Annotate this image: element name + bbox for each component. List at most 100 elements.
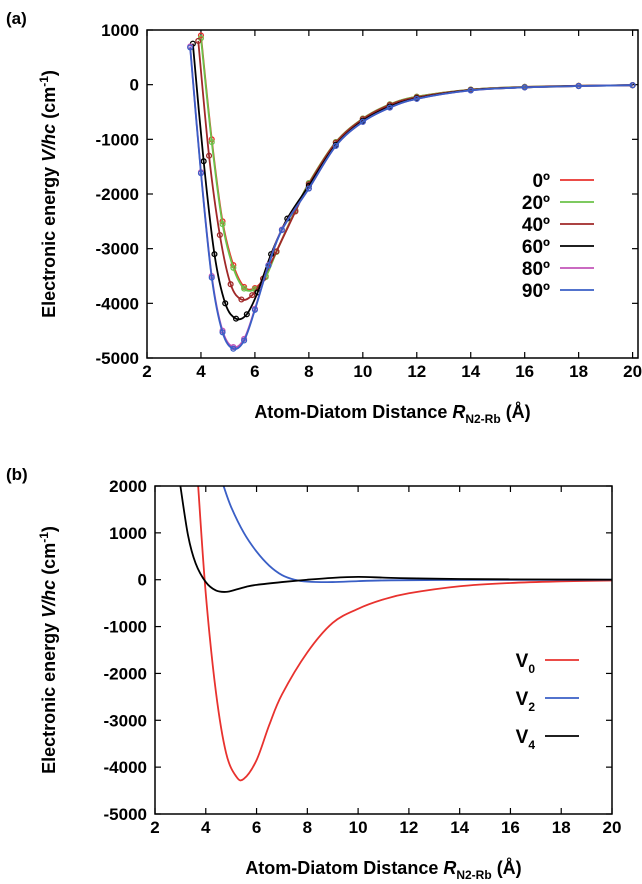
data-point	[197, 170, 205, 177]
x-tick-label: 6	[252, 818, 261, 837]
data-point	[232, 315, 240, 322]
y-tick-label: -5000	[96, 349, 139, 368]
y-axis-label: Electronic energy V/hc (cm-1)	[37, 526, 59, 774]
series-line-0	[200, 35, 633, 291]
plot-frame	[146, 29, 639, 359]
series-line-0	[197, 486, 612, 782]
y-tick-label: -3000	[104, 711, 147, 730]
data-point	[629, 82, 636, 89]
data-point	[216, 231, 223, 239]
plot-frame	[154, 485, 613, 815]
data-point	[195, 37, 202, 44]
data-point	[521, 84, 528, 91]
panel-label: (a)	[6, 9, 27, 28]
chart-panel-a: (a) 2 4 6 8 10 12 14 16 18 20 1000 0 -1000 -2000 -3000 -…	[6, 9, 642, 426]
data-point	[249, 292, 256, 299]
series-line-1	[200, 38, 633, 292]
y-tick-label: 2000	[109, 477, 147, 496]
data-point	[211, 251, 218, 258]
x-tick-label: 16	[501, 818, 520, 837]
data-point	[200, 158, 207, 165]
x-tick-label: 14	[450, 818, 469, 837]
panel-label: (b)	[6, 465, 28, 484]
x-tick-label: 6	[250, 362, 259, 381]
x-tick-label: 20	[603, 818, 622, 837]
y-tick-label: -2000	[104, 664, 147, 683]
x-tick-label: 14	[461, 362, 480, 381]
y-tick-label: -1000	[104, 618, 147, 637]
data-point	[305, 185, 312, 192]
data-point	[227, 281, 234, 288]
legend-label: V0	[516, 651, 536, 676]
legend-label: V2	[516, 689, 536, 714]
series-line-2	[197, 40, 633, 301]
x-tick-label: 10	[353, 362, 372, 381]
series-line-1	[222, 486, 612, 583]
data-point	[467, 87, 474, 94]
legend-label: 40º	[522, 215, 550, 236]
data-point	[197, 32, 205, 39]
data-point	[205, 152, 213, 159]
x-tick-label: 8	[304, 362, 313, 381]
y-tick-label: -1000	[96, 130, 139, 149]
data-point	[208, 274, 215, 281]
series-line-5	[189, 47, 633, 350]
y-tick-label: -2000	[96, 185, 139, 204]
data-point	[278, 227, 285, 234]
data-point	[575, 82, 582, 90]
data-point	[251, 306, 258, 313]
x-tick-label: 4	[201, 818, 211, 837]
y-tick-label: 0	[130, 76, 139, 95]
y-tick-label: 1000	[101, 21, 139, 40]
x-tick-label: 12	[399, 818, 418, 837]
y-tick-label: -4000	[104, 758, 147, 777]
x-tick-label: 4	[196, 362, 206, 381]
data-point	[230, 264, 237, 271]
x-tick-label: 16	[515, 362, 534, 381]
x-tick-label: 20	[623, 362, 642, 381]
data-point	[413, 95, 420, 102]
legend-label: 20º	[522, 193, 550, 214]
y-axis-label: Electronic energy V/hc (cm-1)	[37, 70, 59, 318]
legend-label: 0º	[532, 171, 550, 192]
y-tick-label: 1000	[109, 524, 147, 543]
series-line-3	[191, 43, 633, 321]
data-point	[243, 311, 250, 318]
x-tick-label: 18	[552, 818, 571, 837]
data-point	[238, 296, 245, 303]
data-point	[219, 329, 226, 336]
data-point	[230, 345, 237, 352]
data-point	[265, 262, 272, 269]
legend-label: V4	[516, 727, 536, 752]
y-tick-label: -4000	[96, 294, 139, 313]
legend-label: 90º	[522, 281, 550, 302]
legend-label: 80º	[522, 259, 550, 280]
x-tick-label: 8	[303, 818, 312, 837]
data-point	[241, 337, 248, 344]
legend-label: 60º	[522, 237, 550, 258]
data-point	[332, 142, 339, 149]
series-line-2	[179, 486, 612, 593]
data-point	[273, 248, 280, 255]
x-axis-label: Atom-Diatom Distance RN2-Rb (Å)	[245, 858, 521, 882]
data-point	[208, 139, 215, 146]
data-point	[386, 104, 393, 111]
data-point	[219, 221, 226, 228]
data-point	[187, 44, 194, 51]
legend: V0 V2 V4	[516, 651, 579, 752]
x-tick-label: 12	[407, 362, 426, 381]
data-point	[359, 118, 366, 125]
x-axis-label: Atom-Diatom Distance RN2-Rb (Å)	[254, 402, 530, 426]
y-tick-label: 0	[138, 571, 147, 590]
chart-panel-b: (b) 2 4 6 8 10 12 14 16 18 20 2000 1000 0 -1000 -2000 -3…	[6, 465, 621, 882]
x-tick-label: 2	[150, 818, 159, 837]
y-tick-label: -5000	[104, 805, 147, 824]
x-tick-label: 18	[569, 362, 588, 381]
data-point	[222, 300, 229, 307]
x-tick-label: 10	[349, 818, 368, 837]
data-point	[241, 285, 248, 292]
x-tick-label: 2	[142, 362, 151, 381]
y-tick-label: -3000	[96, 240, 139, 259]
